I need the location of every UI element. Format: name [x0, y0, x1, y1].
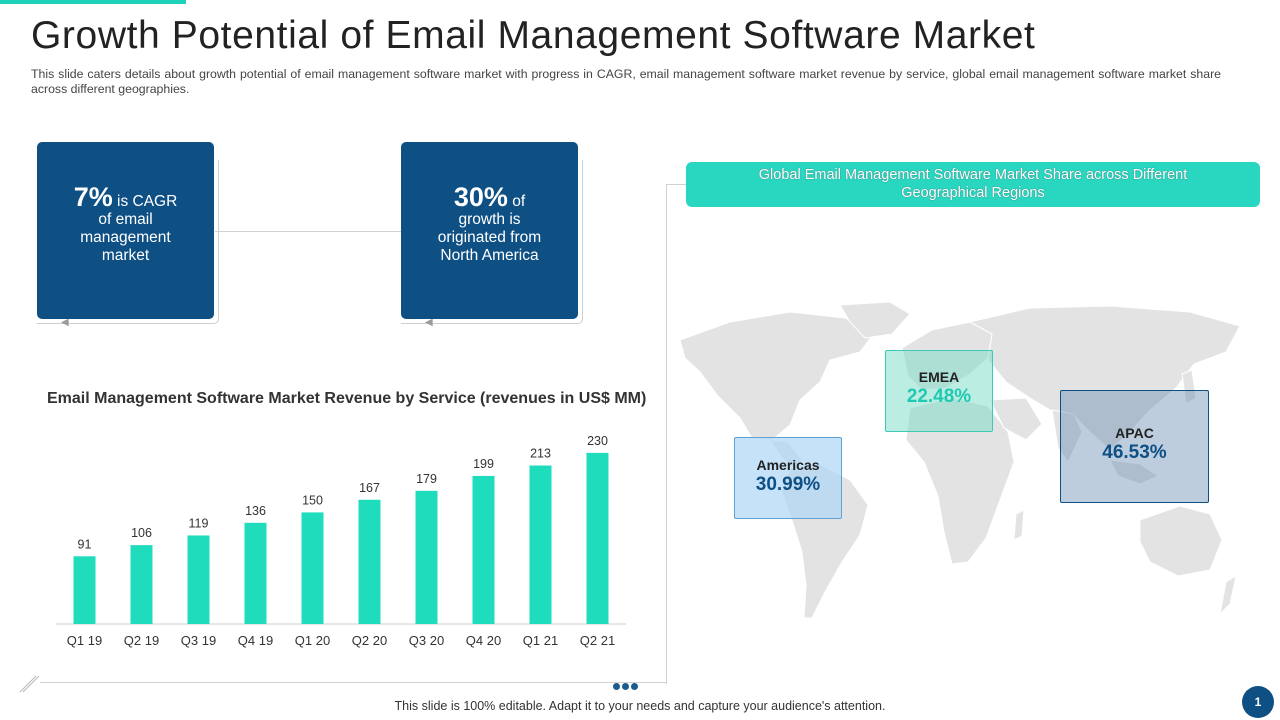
x-tick-label: Q2 21 — [580, 633, 615, 648]
region-name: Americas — [756, 457, 820, 473]
data-label: 91 — [78, 537, 92, 551]
region-value: 46.53% — [1102, 442, 1167, 463]
x-tick-label: Q3 20 — [409, 633, 444, 648]
data-label: 230 — [587, 434, 608, 448]
region-name: EMEA — [918, 369, 960, 385]
divider-vertical — [666, 184, 667, 684]
stat-value: 30% — [453, 182, 508, 212]
bar-q2-19 — [130, 545, 153, 624]
region-value: 30.99% — [755, 474, 821, 495]
stat-text: of email — [98, 211, 153, 228]
data-label: 179 — [416, 472, 437, 486]
japan-shape — [1181, 369, 1197, 405]
page-number-badge: 1 — [1242, 686, 1274, 718]
x-tick-label: Q4 19 — [238, 633, 273, 648]
frame-arrow-2: ◀ — [425, 317, 433, 328]
data-label: 199 — [473, 457, 494, 471]
australia-shape — [1139, 505, 1223, 577]
greenland-shape — [839, 301, 911, 339]
top-accent-bar — [0, 0, 186, 4]
x-tick-label: Q1 21 — [523, 633, 558, 648]
bar-q4-19 — [244, 522, 267, 624]
data-label: 136 — [245, 504, 266, 518]
data-label: 167 — [359, 481, 380, 495]
divider-tick — [666, 184, 686, 185]
x-tick-label: Q4 20 — [466, 633, 501, 648]
corner-slash-icon — [19, 675, 40, 693]
x-tick-label: Q2 19 — [124, 633, 159, 648]
stat-text: North America — [440, 247, 539, 264]
slide-subtitle: This slide caters details about growth p… — [31, 67, 1221, 96]
region-box-emea: EMEA 22.48% — [885, 350, 993, 432]
revenue-bar-chart: 91 Q1 19 106 Q2 19 119 Q3 19 136 Q4 19 150 Q1 20 1… — [56, 434, 626, 648]
stat-value: 7% — [73, 182, 113, 212]
bar-q1-19 — [73, 556, 96, 624]
india-shape — [1051, 409, 1083, 463]
bar-q1-20 — [301, 512, 324, 624]
x-tick-label: Q3 19 — [181, 633, 216, 648]
stat-text: is CAGR — [112, 193, 178, 210]
divider-horizontal — [40, 682, 666, 683]
stat-text: management — [80, 229, 171, 246]
card-frame-2 — [401, 160, 583, 324]
region-box-americas: Americas 30.99% — [734, 437, 842, 519]
stat-text: growth is — [458, 211, 521, 228]
bar-q2-21 — [586, 452, 609, 624]
data-label: 213 — [530, 447, 551, 461]
new-zealand-shape — [1219, 574, 1237, 616]
chart-title: Email Management Software Market Revenue… — [47, 390, 647, 407]
map-header: Global Email Management Software Market … — [686, 162, 1260, 207]
middle-east-shape — [989, 397, 1043, 441]
stat-card-north-america: 30% of growth is originated from North A… — [401, 142, 578, 319]
x-tick-label: Q1 20 — [295, 633, 330, 648]
bar-q4-20 — [472, 475, 495, 624]
stat-text: of — [507, 193, 526, 210]
stat-text: market — [101, 247, 150, 264]
madagascar-shape — [1013, 509, 1025, 541]
card-frame-1 — [37, 160, 219, 324]
bar-q3-20 — [415, 490, 438, 624]
bar-q1-21 — [529, 465, 552, 624]
stat-card-cagr: 7% is CAGR of email management market — [37, 142, 214, 319]
stat-text: originated from — [437, 229, 542, 246]
frame-arrow-1: ◀ — [61, 317, 69, 328]
region-name: APAC — [1115, 425, 1154, 441]
x-tick-label: Q1 19 — [67, 633, 102, 648]
asia-shape — [968, 305, 1241, 451]
bar-q3-19 — [187, 535, 210, 624]
slide-title: Growth Potential of Email Management Sof… — [31, 14, 1036, 57]
region-box-apac: APAC 46.53% — [1060, 390, 1209, 503]
data-label: 106 — [131, 526, 152, 540]
southeast-asia-shape — [1109, 459, 1160, 485]
data-label: 119 — [189, 516, 209, 530]
bar-q2-20 — [358, 499, 381, 624]
region-value: 22.48% — [906, 386, 972, 407]
more-dots-icon — [613, 677, 640, 695]
north-america-shape — [679, 311, 876, 441]
card-connector-line — [215, 231, 401, 232]
x-tick-label: Q2 20 — [352, 633, 387, 648]
footer-note: This slide is 100% editable. Adapt it to… — [394, 699, 886, 713]
data-label: 150 — [302, 493, 323, 507]
